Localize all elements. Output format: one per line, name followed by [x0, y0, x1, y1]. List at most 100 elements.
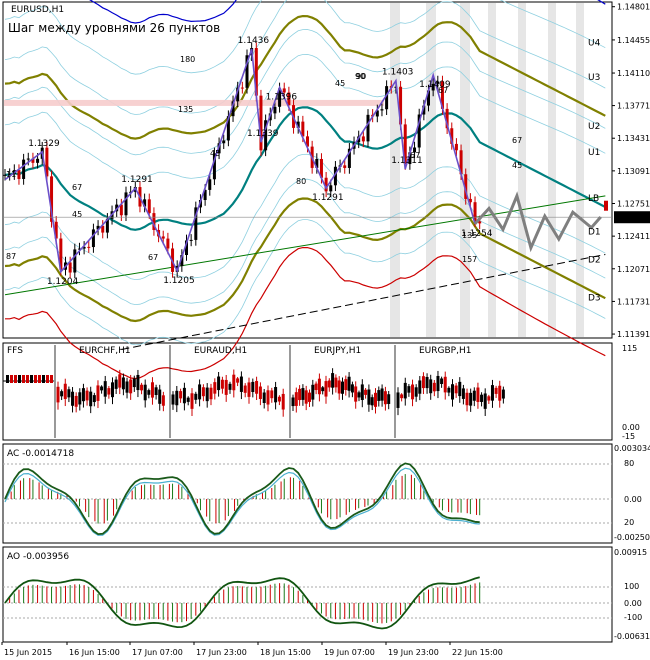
- ffs-candle: [147, 390, 151, 395]
- ffs-candle: [487, 396, 491, 401]
- ffs-candle: [377, 390, 381, 401]
- price-tick-label: 1.13431: [617, 134, 650, 143]
- pivot-label: 1.1254: [461, 229, 493, 239]
- ac-scale-label: -0.002502: [614, 533, 650, 542]
- candle: [436, 75, 440, 90]
- candle: [180, 249, 184, 272]
- ffs-scale-bottom2: -15: [622, 432, 635, 441]
- ffs-candle: [107, 388, 111, 395]
- candle: [324, 172, 328, 198]
- candle-body: [343, 165, 347, 168]
- candle: [361, 130, 365, 148]
- ffs-candle: [213, 382, 217, 394]
- ffs-candle: [341, 381, 344, 394]
- ffs-candle: [480, 394, 484, 402]
- candle-body: [422, 105, 426, 115]
- ffs-candle: [118, 374, 122, 388]
- ffs-candle: [14, 375, 17, 383]
- ffs-candle: [194, 393, 198, 400]
- candle-body: [399, 86, 403, 125]
- ffs-candle: [121, 377, 125, 390]
- fib-label: 80: [296, 177, 306, 186]
- candle: [222, 134, 226, 150]
- ffs-candle: [125, 381, 129, 393]
- envelope-line: [4, 0, 606, 115]
- band-label: D3: [588, 294, 601, 304]
- fib-label: 135: [462, 231, 477, 240]
- candle-body: [185, 240, 188, 256]
- ffs-candle: [85, 390, 89, 401]
- candle: [380, 103, 384, 117]
- band-label: U1: [588, 148, 600, 158]
- candle-body: [417, 114, 421, 148]
- candle-body: [236, 87, 240, 102]
- ffs-candle: [190, 393, 194, 409]
- band-label: LB: [588, 194, 599, 204]
- candle-body: [143, 199, 147, 207]
- pivot-label: 1.1396: [266, 92, 298, 102]
- candle-body: [306, 136, 309, 147]
- ac-scale-label: 20: [624, 518, 634, 527]
- price-tick-label: 1.13771: [617, 102, 650, 111]
- candle-body: [245, 55, 249, 88]
- ffs-candle: [494, 387, 498, 394]
- candle: [77, 242, 81, 256]
- time-shade: [460, 3, 470, 337]
- candle-body: [301, 121, 305, 137]
- candle-body: [194, 207, 198, 240]
- time-shade: [548, 3, 556, 337]
- price-tick-label: 1.11391: [617, 330, 650, 339]
- candle-body: [375, 110, 379, 117]
- ffs-candle: [421, 376, 425, 389]
- ffs-candle: [337, 380, 341, 394]
- candle: [315, 153, 319, 174]
- candle-body: [450, 128, 454, 144]
- ffs-symbol-label: EURGBP,H1: [419, 346, 471, 356]
- candle-body: [3, 174, 7, 176]
- ffs-symbol-label: EURAUD,H1: [194, 346, 247, 356]
- pivot-label: 1.1436: [238, 36, 270, 46]
- ao-line: [4, 576, 480, 630]
- envelope-line: [4, 53, 606, 181]
- candle-body: [431, 83, 435, 91]
- candle-body: [36, 158, 40, 163]
- candle-body: [222, 140, 226, 144]
- candle: [231, 95, 235, 122]
- ffs-candle: [347, 376, 351, 391]
- ffs-candle: [46, 375, 49, 383]
- candle-body: [212, 153, 216, 180]
- ffs-candle: [100, 386, 104, 391]
- ffs-candle: [443, 376, 447, 393]
- x-tick-label: 16 Jun 15:00: [69, 648, 120, 657]
- ffs-candle: [71, 391, 75, 406]
- candle-body: [8, 174, 12, 176]
- candle-body: [427, 90, 430, 106]
- ffs-candle: [96, 385, 100, 401]
- current-price-box: [614, 211, 650, 224]
- pivot-label: 1.1403: [382, 68, 414, 78]
- projection-line: [473, 191, 602, 253]
- ffs-candle: [143, 384, 147, 401]
- x-tick-label: 17 Jun 23:00: [196, 648, 247, 657]
- fib-label: 135: [178, 105, 193, 114]
- candle-body: [208, 179, 212, 190]
- ffs-candle: [26, 375, 29, 383]
- band-label: U3: [588, 73, 600, 83]
- candle-body: [50, 176, 54, 222]
- ffs-candle: [407, 386, 411, 393]
- ffs-candle: [364, 389, 368, 395]
- time-shade: [488, 3, 496, 337]
- ffs-candle: [360, 384, 364, 401]
- chart-subtitle: Шаг между уровнями 26 пунктов: [8, 21, 220, 35]
- ffs-candle: [198, 384, 202, 400]
- candle: [152, 207, 156, 236]
- ffs-candle: [321, 387, 325, 392]
- candle-body: [380, 109, 384, 111]
- candle: [189, 234, 193, 247]
- candle: [236, 81, 240, 108]
- ao-scale-label: 0.00: [624, 599, 642, 608]
- ffs-candle: [370, 397, 374, 406]
- ffs-candle: [344, 379, 348, 390]
- candle: [403, 118, 407, 170]
